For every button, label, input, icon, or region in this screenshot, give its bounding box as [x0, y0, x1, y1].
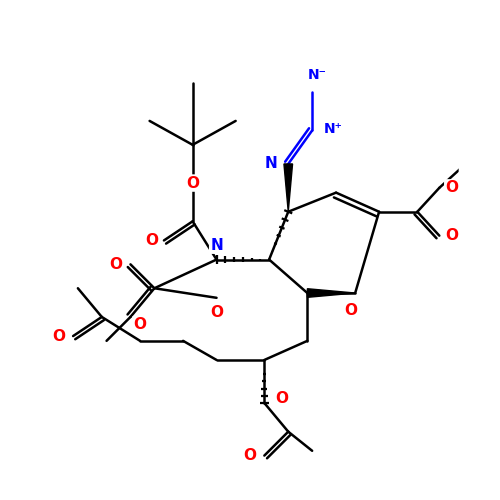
Text: O: O — [110, 257, 122, 272]
Polygon shape — [308, 288, 355, 298]
Text: N: N — [210, 238, 223, 252]
Text: N⁺: N⁺ — [324, 122, 342, 136]
Text: O: O — [52, 328, 66, 344]
Polygon shape — [284, 164, 292, 212]
Text: O: O — [344, 302, 357, 318]
Text: O: O — [244, 448, 256, 463]
Text: O: O — [134, 317, 146, 332]
Text: O: O — [186, 176, 199, 190]
Text: O: O — [275, 390, 288, 406]
Text: N: N — [264, 156, 278, 172]
Text: O: O — [446, 180, 458, 196]
Text: O: O — [145, 233, 158, 248]
Text: O: O — [210, 304, 223, 320]
Text: O: O — [446, 228, 458, 243]
Text: N⁻: N⁻ — [308, 68, 326, 82]
